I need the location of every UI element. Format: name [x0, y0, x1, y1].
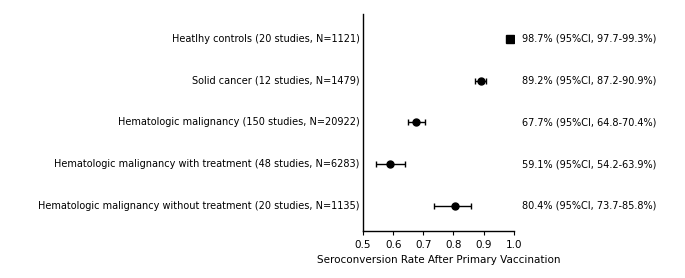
Text: Hematologic malignancy (150 studies, N=20922): Hematologic malignancy (150 studies, N=2…: [118, 117, 360, 127]
Text: 67.7% (95%CI, 64.8-70.4%): 67.7% (95%CI, 64.8-70.4%): [522, 117, 656, 127]
Text: Solid cancer (12 studies, N=1479): Solid cancer (12 studies, N=1479): [192, 76, 360, 86]
Text: 80.4% (95%CI, 73.7-85.8%): 80.4% (95%CI, 73.7-85.8%): [522, 201, 656, 211]
Text: 59.1% (95%CI, 54.2-63.9%): 59.1% (95%CI, 54.2-63.9%): [522, 159, 656, 169]
Text: Hematologic malignancy without treatment (20 studies, N=1135): Hematologic malignancy without treatment…: [38, 201, 360, 211]
Text: Hematologic malignancy with treatment (48 studies, N=6283): Hematologic malignancy with treatment (4…: [54, 159, 360, 169]
Text: Heatlhy controls (20 studies, N=1121): Heatlhy controls (20 studies, N=1121): [172, 34, 360, 44]
X-axis label: Seroconversion Rate After Primary Vaccination: Seroconversion Rate After Primary Vaccin…: [316, 255, 560, 265]
Text: 98.7% (95%CI, 97.7-99.3%): 98.7% (95%CI, 97.7-99.3%): [522, 34, 656, 44]
Text: 89.2% (95%CI, 87.2-90.9%): 89.2% (95%CI, 87.2-90.9%): [522, 76, 656, 86]
